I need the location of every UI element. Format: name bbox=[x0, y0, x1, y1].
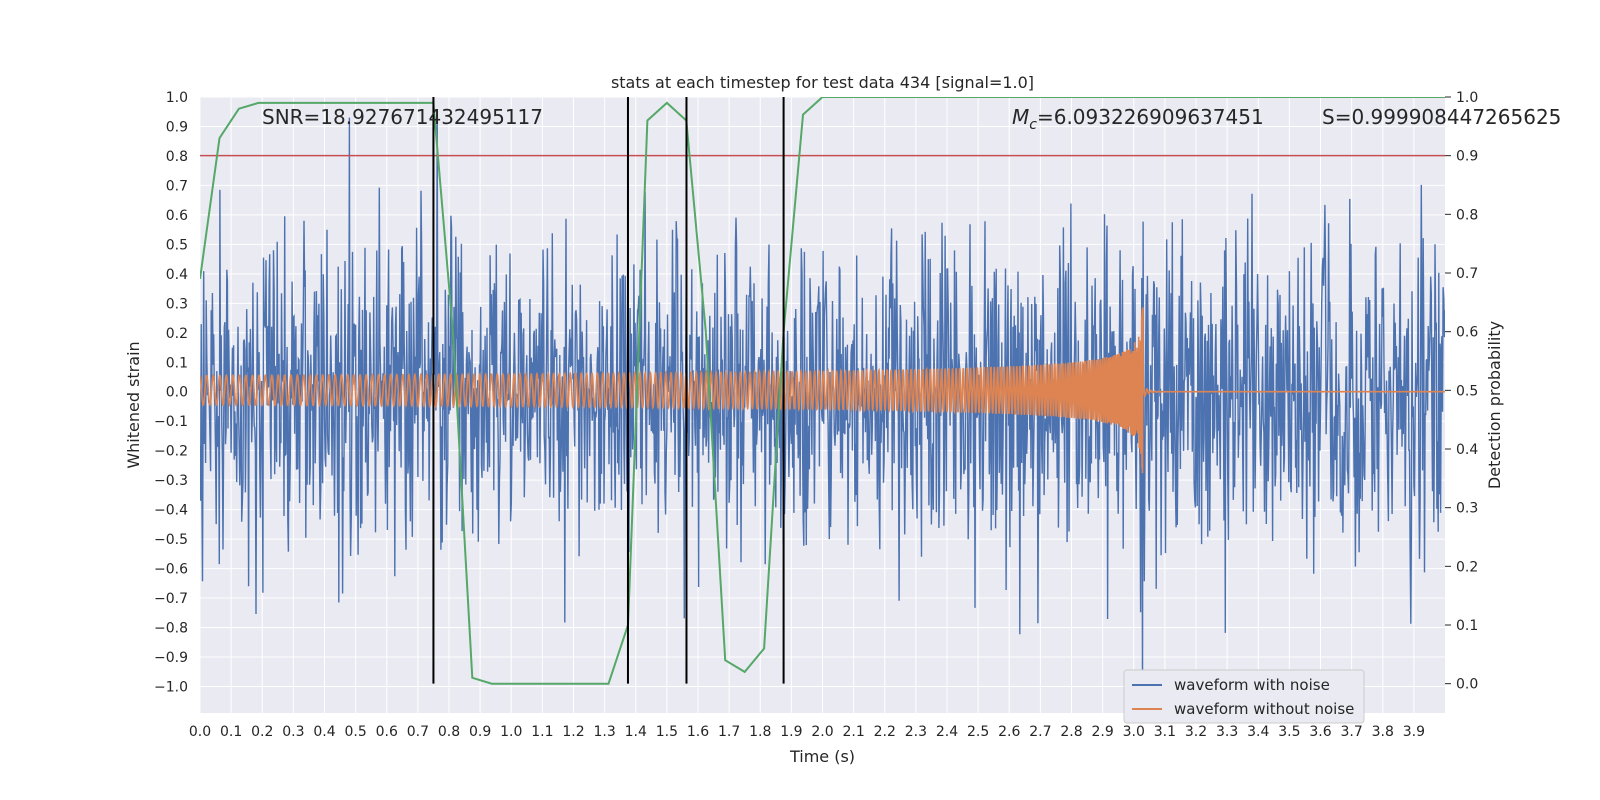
chirp-mass-symbol: M bbox=[1012, 105, 1029, 129]
x-tick-label: 1.9 bbox=[780, 724, 802, 740]
y2-tick-label: 0.6 bbox=[1456, 325, 1478, 341]
x-tick-label: 3.7 bbox=[1340, 724, 1362, 740]
series-waveform-without-noise bbox=[200, 307, 1445, 474]
chart-title: stats at each timestep for test data 434… bbox=[611, 73, 1034, 92]
ticks: 0.0 0.1 0.2 0.3 0.4 0.5 0.6 0.7 0.8 0.9 1.0 1.1 1.2 1… bbox=[154, 90, 1478, 740]
y2-tick-label: 0.4 bbox=[1456, 442, 1478, 458]
y2-axis-label: Detection probability bbox=[1485, 321, 1504, 489]
x-tick-label: 0.8 bbox=[438, 724, 460, 740]
y2-tick-label: 0.7 bbox=[1456, 266, 1478, 282]
chirp-mass-value: =6.093226909637451 bbox=[1037, 105, 1264, 129]
y-tick-label: 0.1 bbox=[166, 355, 188, 371]
x-tick-label: 0.1 bbox=[220, 724, 242, 740]
y-tick-label: −0.3 bbox=[154, 473, 188, 489]
y2-tick-label: 0.3 bbox=[1456, 501, 1478, 517]
x-tick-label: 2.8 bbox=[1060, 724, 1082, 740]
x-tick-label: 1.6 bbox=[687, 724, 709, 740]
y2-tick-label: 0.9 bbox=[1456, 149, 1478, 165]
y2-tick-label: 0.5 bbox=[1456, 383, 1478, 399]
x-tick-label: 1.2 bbox=[562, 724, 584, 740]
x-tick-label: 3.6 bbox=[1309, 724, 1331, 740]
y-tick-label: −0.1 bbox=[154, 414, 188, 430]
series-detection-probability bbox=[200, 97, 1445, 685]
x-tick-label: 2.1 bbox=[842, 724, 864, 740]
x-tick-label: 3.4 bbox=[1247, 724, 1269, 740]
x-tick-label: 2.6 bbox=[998, 724, 1020, 740]
x-axis-label: Time (s) bbox=[789, 747, 855, 766]
y-tick-label: 0.5 bbox=[166, 237, 188, 253]
x-tick-label: 3.8 bbox=[1372, 724, 1394, 740]
x-tick-label: 3.9 bbox=[1403, 724, 1425, 740]
x-tick-label: 2.0 bbox=[811, 724, 833, 740]
y-tick-label: 0.0 bbox=[166, 385, 188, 401]
x-tick-label: 1.8 bbox=[749, 724, 771, 740]
y-axis-label: Whitened strain bbox=[124, 341, 143, 468]
x-tick-label: 1.7 bbox=[718, 724, 740, 740]
legend-label-clean: waveform without noise bbox=[1174, 700, 1354, 718]
y-tick-label: −0.8 bbox=[154, 621, 188, 637]
x-tick-label: 0.4 bbox=[313, 724, 335, 740]
x-tick-label: 0.2 bbox=[251, 724, 273, 740]
x-tick-label: 1.0 bbox=[500, 724, 522, 740]
y-tick-label: 0.4 bbox=[166, 267, 188, 283]
x-tick-label: 0.7 bbox=[407, 724, 429, 740]
x-tick-label: 2.4 bbox=[936, 724, 958, 740]
x-tick-label: 3.2 bbox=[1185, 724, 1207, 740]
y-tick-label: −0.6 bbox=[154, 562, 188, 578]
y-tick-label: −1.0 bbox=[154, 679, 188, 695]
x-tick-label: 3.3 bbox=[1216, 724, 1238, 740]
x-tick-label: 3.1 bbox=[1154, 724, 1176, 740]
x-tick-label: 0.9 bbox=[469, 724, 491, 740]
x-tick-label: 2.2 bbox=[874, 724, 896, 740]
y-tick-label: −0.7 bbox=[154, 591, 188, 607]
y2-tick-label: 0.2 bbox=[1456, 559, 1478, 575]
y-tick-label: −0.5 bbox=[154, 532, 188, 548]
x-tick-label: 0.6 bbox=[376, 724, 398, 740]
y-tick-label: −0.4 bbox=[154, 503, 188, 519]
y-tick-label: 0.9 bbox=[166, 119, 188, 135]
s-annotation: S=0.999908447265625 bbox=[1322, 105, 1561, 129]
x-tick-label: 1.1 bbox=[531, 724, 553, 740]
y-tick-label: 0.7 bbox=[166, 178, 188, 194]
vertical-lines bbox=[432, 97, 785, 684]
y2-tick-label: 0.8 bbox=[1456, 207, 1478, 223]
x-tick-label: 3.5 bbox=[1278, 724, 1300, 740]
y-tick-label: 0.2 bbox=[166, 326, 188, 342]
series-waveform-with-noise bbox=[200, 117, 1445, 702]
y2-tick-label: 0.0 bbox=[1456, 677, 1478, 693]
x-tick-label: 0.0 bbox=[189, 724, 211, 740]
chirp-mass-subscript: c bbox=[1029, 117, 1037, 133]
snr-annotation: SNR=18.927671432495117 bbox=[262, 105, 543, 129]
legend-box bbox=[1123, 669, 1365, 724]
data-layer bbox=[200, 97, 1445, 702]
x-tick-label: 1.4 bbox=[625, 724, 647, 740]
x-tick-label: 2.5 bbox=[967, 724, 989, 740]
x-tick-label: 1.5 bbox=[656, 724, 678, 740]
y2-tick-label: 1.0 bbox=[1456, 90, 1478, 106]
x-tick-label: 2.9 bbox=[1091, 724, 1113, 740]
y-tick-label: 0.6 bbox=[166, 208, 188, 224]
legend-label-noise: waveform with noise bbox=[1174, 676, 1330, 694]
x-tick-label: 3.0 bbox=[1123, 724, 1145, 740]
y-tick-label: 0.8 bbox=[166, 149, 188, 165]
y-tick-label: −0.9 bbox=[154, 650, 188, 666]
x-tick-label: 2.7 bbox=[1029, 724, 1051, 740]
chirp-mass-annotation: Mc=6.093226909637451 bbox=[1012, 105, 1264, 133]
x-tick-label: 2.3 bbox=[905, 724, 927, 740]
y2-tick-label: 0.1 bbox=[1456, 618, 1478, 634]
x-tick-label: 1.3 bbox=[593, 724, 615, 740]
y-tick-label: 1.0 bbox=[166, 90, 188, 106]
y-tick-label: −0.2 bbox=[154, 444, 188, 460]
legend: waveform with noise waveform without noi… bbox=[1123, 669, 1365, 724]
x-tick-label: 0.5 bbox=[344, 724, 366, 740]
x-tick-label: 0.3 bbox=[282, 724, 304, 740]
y-tick-label: 0.3 bbox=[166, 296, 188, 312]
